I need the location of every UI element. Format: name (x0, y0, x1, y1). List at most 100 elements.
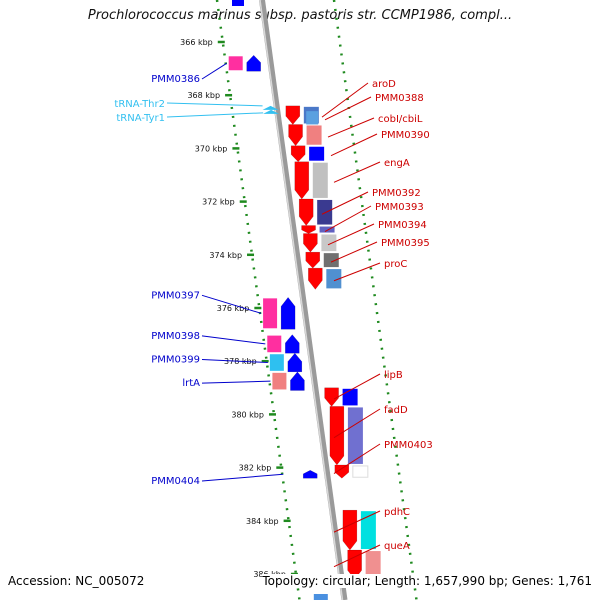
trna-label: tRNA-Tyr1 (116, 113, 165, 124)
gene-feature-box (306, 111, 319, 125)
trna-label: tRNA-Thr2 (114, 99, 165, 110)
label-leader (333, 373, 381, 400)
outer-ring-right (332, 0, 418, 600)
label-leader (166, 102, 263, 107)
gene-feature-box (267, 335, 282, 353)
gene-label-reverse: PMM0395 (381, 238, 430, 249)
map-title: Prochlorococcus marinus subsp. pastoris … (87, 8, 513, 23)
tick-label: 382 kbp (239, 464, 272, 473)
tick-label: 384 kbp (246, 517, 279, 526)
gene-feature-box (269, 354, 284, 371)
gene-label-reverse: cobI/cbiL (378, 114, 423, 125)
gene-feature-box (232, 0, 244, 6)
gene-arrow-reverse[interactable] (294, 161, 310, 200)
gene-arrow-reverse[interactable] (288, 124, 303, 147)
gene-label-reverse: fadD (384, 405, 408, 416)
label-leader (201, 294, 262, 314)
gene-label-forward: PMM0386 (151, 74, 200, 85)
accession-label: Accession: NC_005072 (8, 574, 145, 588)
trna-arrow[interactable] (263, 109, 280, 114)
gene-feature-box (347, 407, 363, 464)
gene-arrow-reverse[interactable] (334, 464, 350, 479)
label-leader (333, 544, 381, 568)
gene-arrow-reverse[interactable] (303, 233, 318, 253)
gene-label-forward: PMM0397 (151, 290, 200, 301)
gene-label-reverse: PMM0393 (375, 202, 424, 213)
gene-feature-box (323, 253, 339, 268)
backbone-highlight (259, 0, 344, 600)
gene-label-reverse: pdhC (384, 507, 410, 518)
gene-feature-box (263, 298, 278, 329)
gene-arrow-reverse[interactable] (342, 509, 358, 551)
tick-label: 370 kbp (195, 144, 228, 153)
gene-label-reverse: queA (384, 541, 410, 552)
trna-arrow[interactable] (262, 105, 279, 110)
gene-arrow-reverse[interactable] (301, 225, 316, 234)
tick-label: 376 kbp (217, 304, 250, 313)
label-leader (333, 161, 381, 183)
label-leader (324, 96, 372, 121)
label-leader (201, 335, 266, 345)
label-leader (330, 133, 378, 157)
gene-arrow-reverse[interactable] (285, 105, 301, 125)
gene-label-forward: lrtA (182, 378, 200, 389)
genome-summary: Topology: circular; Length: 1,657,990 bp… (262, 574, 592, 588)
gene-arrow-forward[interactable] (302, 469, 318, 479)
gene-feature-box (312, 162, 328, 198)
gene-feature-box (360, 511, 376, 550)
gene-arrow-forward[interactable] (280, 296, 296, 330)
label-leader (324, 205, 372, 232)
gene-arrow-reverse[interactable] (324, 387, 339, 407)
gene-feature-box (306, 125, 322, 145)
label-leader (333, 262, 381, 282)
gene-label-reverse: proC (384, 259, 407, 270)
tick-label: 368 kbp (187, 91, 220, 100)
label-leader (321, 191, 369, 215)
label-leader (166, 112, 264, 118)
gene-arrow-forward[interactable] (290, 371, 305, 391)
gene-feature-box (317, 199, 333, 225)
label-leader (333, 443, 381, 475)
label-leader (201, 380, 271, 384)
gene-arrow-reverse[interactable] (290, 145, 306, 163)
outer-ring-left (215, 0, 301, 600)
gene-feature-box (326, 269, 342, 289)
gene-label-forward: PMM0404 (151, 476, 200, 487)
gene-feature-box (365, 551, 381, 579)
gene-label-reverse: PMM0403 (384, 440, 433, 451)
tick-label: 372 kbp (202, 198, 235, 207)
label-leader (201, 359, 268, 364)
gene-label-reverse: PMM0394 (378, 220, 427, 231)
gene-arrow-reverse[interactable] (305, 251, 321, 269)
gene-arrow-forward[interactable] (285, 334, 300, 354)
label-leader (321, 82, 369, 118)
gene-label-reverse: engA (384, 158, 410, 169)
gene-label-reverse: PMM0392 (372, 188, 421, 199)
gene-feature-box (309, 146, 325, 161)
gene-feature-box (321, 234, 337, 252)
tick-label: 374 kbp (209, 251, 242, 260)
label-leader (327, 223, 375, 246)
gene-feature-box (272, 372, 287, 390)
label-leader (201, 62, 227, 80)
gene-label-reverse: PMM0388 (375, 93, 424, 104)
tick-label: 380 kbp (231, 410, 264, 419)
label-leader (327, 117, 375, 138)
gene-arrow-forward[interactable] (246, 54, 261, 72)
gene-feature-box (313, 594, 328, 600)
gene-feature-box (352, 465, 369, 478)
gene-arrow-forward[interactable] (287, 352, 303, 373)
tick-label: 366 kbp (180, 38, 213, 47)
gene-arrow-reverse[interactable] (308, 267, 323, 290)
gene-label-forward: PMM0399 (151, 355, 200, 366)
backbone (259, 0, 348, 600)
label-leader (330, 241, 378, 263)
gene-label-reverse: lipB (384, 370, 403, 381)
gene-arrow-reverse[interactable] (298, 198, 314, 226)
gene-label-reverse: aroD (372, 79, 396, 90)
gene-label-reverse: PMM0390 (381, 130, 430, 141)
gene-feature-box (342, 388, 358, 406)
label-leader (201, 473, 284, 482)
label-leader (333, 408, 381, 439)
